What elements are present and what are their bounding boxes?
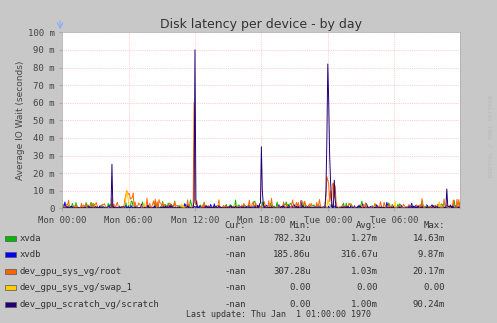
Bar — [5, 253, 16, 257]
Text: Cur:: Cur: — [225, 221, 246, 230]
Text: dev_gpu_sys_vg/root: dev_gpu_sys_vg/root — [20, 267, 122, 276]
Text: -nan: -nan — [225, 283, 246, 292]
Text: 90.24m: 90.24m — [413, 300, 445, 309]
Text: 185.86u: 185.86u — [273, 250, 311, 259]
Text: 316.67u: 316.67u — [340, 250, 378, 259]
Text: -nan: -nan — [225, 250, 246, 259]
Bar — [5, 286, 16, 290]
Text: Avg:: Avg: — [356, 221, 378, 230]
Bar — [5, 236, 16, 241]
Text: 782.32u: 782.32u — [273, 234, 311, 243]
Text: Min:: Min: — [289, 221, 311, 230]
Text: Last update: Thu Jan  1 01:00:00 1970: Last update: Thu Jan 1 01:00:00 1970 — [186, 310, 371, 318]
Text: 14.63m: 14.63m — [413, 234, 445, 243]
Text: 0.00: 0.00 — [356, 283, 378, 292]
Bar — [5, 269, 16, 274]
Text: 0.00: 0.00 — [423, 283, 445, 292]
Text: 9.87m: 9.87m — [418, 250, 445, 259]
Text: -nan: -nan — [225, 267, 246, 276]
Text: 20.17m: 20.17m — [413, 267, 445, 276]
Text: RRDTOOL / TOBI OETIKER: RRDTOOL / TOBI OETIKER — [489, 94, 494, 177]
Text: 1.00m: 1.00m — [351, 300, 378, 309]
Text: -nan: -nan — [225, 300, 246, 309]
Text: xvdb: xvdb — [20, 250, 41, 259]
Y-axis label: Average IO Wait (seconds): Average IO Wait (seconds) — [16, 61, 25, 180]
Text: Max:: Max: — [423, 221, 445, 230]
Text: 1.27m: 1.27m — [351, 234, 378, 243]
Text: 307.28u: 307.28u — [273, 267, 311, 276]
Text: dev_gpu_sys_vg/swap_1: dev_gpu_sys_vg/swap_1 — [20, 283, 133, 292]
Text: 1.03m: 1.03m — [351, 267, 378, 276]
Text: dev_gpu_scratch_vg/scratch: dev_gpu_scratch_vg/scratch — [20, 300, 160, 309]
Text: 0.00: 0.00 — [289, 283, 311, 292]
Text: -nan: -nan — [225, 234, 246, 243]
Title: Disk latency per device - by day: Disk latency per device - by day — [160, 18, 362, 31]
Text: 0.00: 0.00 — [289, 300, 311, 309]
Bar — [5, 302, 16, 307]
Text: xvda: xvda — [20, 234, 41, 243]
